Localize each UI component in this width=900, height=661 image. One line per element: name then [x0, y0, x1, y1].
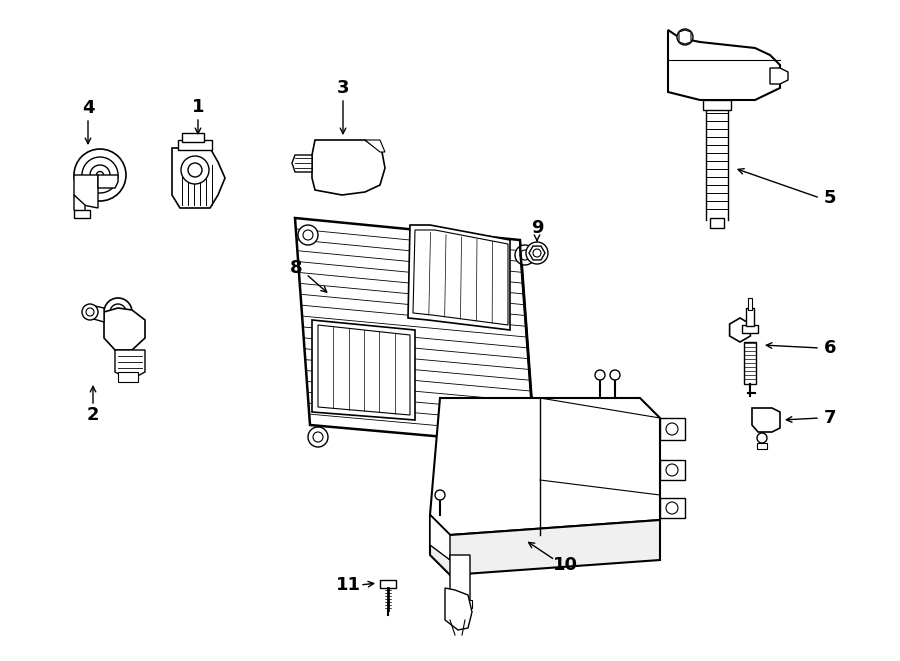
Circle shape	[188, 163, 202, 177]
Bar	[118, 372, 138, 382]
Text: 4: 4	[82, 99, 94, 117]
Circle shape	[666, 423, 678, 435]
Text: 2: 2	[86, 406, 99, 424]
Text: 1: 1	[192, 98, 204, 116]
Polygon shape	[770, 68, 788, 84]
Bar	[452, 600, 472, 608]
Circle shape	[96, 171, 104, 178]
Polygon shape	[752, 408, 780, 432]
Circle shape	[298, 225, 318, 245]
Bar	[710, 218, 724, 228]
Polygon shape	[74, 175, 98, 208]
Polygon shape	[730, 318, 751, 342]
Polygon shape	[292, 155, 312, 172]
Polygon shape	[172, 148, 225, 208]
Polygon shape	[365, 140, 385, 152]
Circle shape	[520, 250, 530, 260]
Polygon shape	[660, 460, 685, 480]
Polygon shape	[660, 498, 685, 518]
Polygon shape	[312, 320, 415, 420]
Circle shape	[86, 308, 94, 316]
Circle shape	[677, 29, 693, 45]
Circle shape	[526, 242, 548, 264]
Polygon shape	[520, 240, 535, 455]
Bar	[742, 325, 758, 333]
Polygon shape	[430, 515, 660, 575]
Text: 7: 7	[824, 409, 836, 427]
Circle shape	[518, 442, 538, 462]
Bar	[182, 133, 204, 142]
Circle shape	[308, 427, 328, 447]
Bar	[744, 342, 756, 384]
Circle shape	[515, 245, 535, 265]
Polygon shape	[430, 515, 450, 560]
Polygon shape	[529, 246, 545, 260]
Circle shape	[666, 502, 678, 514]
Text: 10: 10	[553, 556, 578, 574]
Polygon shape	[445, 588, 472, 630]
Polygon shape	[668, 30, 780, 100]
Polygon shape	[450, 555, 470, 600]
Circle shape	[313, 432, 323, 442]
Circle shape	[303, 230, 313, 240]
Circle shape	[523, 447, 533, 457]
Circle shape	[595, 370, 605, 380]
Bar	[748, 298, 752, 310]
Text: 8: 8	[290, 259, 302, 277]
Circle shape	[533, 249, 541, 257]
Circle shape	[74, 149, 126, 201]
Circle shape	[610, 370, 620, 380]
Circle shape	[666, 464, 678, 476]
Polygon shape	[178, 140, 212, 150]
Circle shape	[90, 165, 110, 185]
Polygon shape	[104, 308, 145, 350]
Polygon shape	[679, 30, 691, 44]
Circle shape	[110, 304, 126, 320]
Text: 6: 6	[824, 339, 836, 357]
Bar	[380, 580, 396, 588]
Polygon shape	[115, 350, 145, 380]
Circle shape	[181, 156, 209, 184]
Polygon shape	[74, 195, 85, 215]
Polygon shape	[660, 418, 685, 440]
Polygon shape	[98, 175, 118, 188]
Polygon shape	[430, 398, 660, 535]
Polygon shape	[318, 325, 410, 415]
Circle shape	[435, 490, 445, 500]
Circle shape	[82, 157, 118, 193]
Polygon shape	[413, 230, 508, 325]
Bar	[757, 443, 767, 449]
Circle shape	[104, 298, 132, 326]
Text: 3: 3	[337, 79, 349, 97]
Polygon shape	[295, 218, 535, 445]
Polygon shape	[90, 305, 104, 322]
Text: 5: 5	[824, 189, 836, 207]
Bar	[746, 308, 754, 326]
Bar	[74, 210, 90, 218]
Text: 9: 9	[531, 219, 544, 237]
Circle shape	[82, 304, 98, 320]
Polygon shape	[703, 100, 731, 110]
Circle shape	[757, 433, 767, 443]
Polygon shape	[408, 225, 510, 330]
Text: 11: 11	[336, 576, 361, 594]
Polygon shape	[312, 140, 385, 195]
